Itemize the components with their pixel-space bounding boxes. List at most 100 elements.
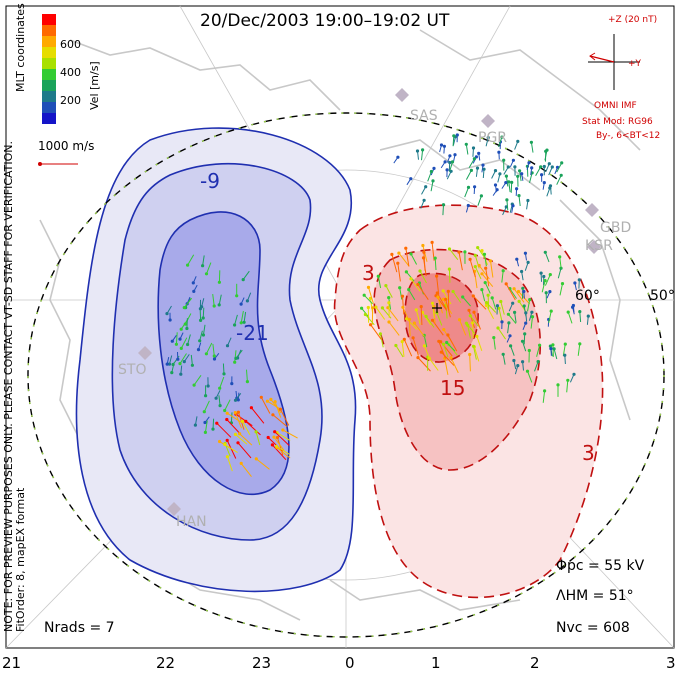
radar-stations: SAS PGR GBD KSR STO HAN	[118, 88, 631, 530]
velocity-vector	[234, 314, 238, 326]
velocity-vector	[402, 307, 411, 323]
velocity-vector	[508, 181, 511, 193]
vector-origin	[507, 180, 511, 184]
velocity-vector	[546, 291, 551, 299]
imf-y-label: +Y	[628, 59, 642, 69]
velocity-vector	[500, 301, 505, 315]
vector-origin	[230, 382, 234, 386]
velocity-vector	[464, 187, 469, 198]
vector-origin	[497, 150, 501, 154]
velocity-vector	[567, 311, 573, 324]
legend-swatch	[42, 80, 56, 91]
velocity-vector	[544, 274, 551, 286]
vector-origin	[530, 166, 534, 170]
velocity-vector	[420, 306, 423, 326]
velocity-vector	[482, 169, 485, 179]
velocity-vector	[481, 165, 484, 173]
velocity-vector	[544, 252, 550, 263]
velocity-vector	[550, 348, 552, 356]
velocity-vector	[469, 259, 476, 278]
legend-swatch	[42, 36, 56, 47]
velocity-vector	[473, 346, 477, 360]
vector-origin	[563, 342, 567, 346]
velocity-vector	[272, 444, 287, 461]
velocity-vector	[240, 310, 244, 323]
velocity-vector	[529, 172, 533, 184]
velocity-vector	[530, 316, 533, 329]
vector-origin	[464, 142, 468, 146]
velocity-vector	[462, 296, 471, 307]
velocity-vector	[187, 254, 195, 266]
velocity-vector	[234, 350, 237, 363]
vector-origin	[578, 342, 582, 346]
velocity-vector	[528, 312, 533, 321]
velocity-vector	[527, 299, 531, 312]
velocity-vector	[546, 187, 551, 197]
velocity-vector	[566, 380, 569, 393]
velocity-vector	[564, 355, 566, 365]
velocity-vector	[550, 185, 552, 195]
legend-swatch	[42, 91, 56, 102]
velocity-vector	[535, 166, 542, 177]
velocity-vector	[505, 176, 509, 187]
velocity-vector	[216, 422, 232, 438]
velocity-vector	[501, 270, 504, 283]
velocity-vector	[521, 173, 524, 181]
velocity-vector	[246, 292, 252, 302]
velocity-vector	[399, 287, 403, 300]
velocity-vector	[192, 276, 197, 284]
svg-text:SAS: SAS	[410, 108, 438, 124]
velocity-vector	[445, 299, 451, 318]
vector-origin	[549, 309, 553, 313]
stat-lambda-hm: ΛHM = 51°	[556, 588, 634, 604]
velocity-vector	[519, 170, 522, 182]
velocity-vector	[468, 158, 475, 168]
lat-label-50: 50°	[650, 288, 675, 304]
velocity-vector	[493, 337, 496, 350]
velocity-vector	[443, 344, 449, 358]
velocity-vector	[485, 137, 489, 147]
legend-tick-600: 600	[60, 38, 81, 51]
velocity-vector	[552, 344, 554, 357]
velocity-vector	[509, 288, 517, 299]
velocity-vector	[446, 171, 452, 180]
velocity-vector	[230, 412, 233, 423]
velocity-vector	[572, 305, 575, 313]
velocity-vector	[574, 282, 577, 291]
velocity-vector	[365, 314, 375, 326]
velocity-vector	[423, 252, 426, 271]
velocity-vector	[222, 363, 225, 374]
vector-origin	[511, 204, 515, 208]
velocity-vector	[282, 429, 298, 439]
velocity-vector	[187, 334, 191, 345]
potential-max-marker	[432, 303, 442, 313]
velocity-vector	[235, 392, 242, 401]
velocity-vector	[465, 205, 469, 213]
velocity-vector	[408, 289, 416, 301]
velocity-vector	[427, 171, 432, 182]
stat-phi-pc: Φpc = 55 kV	[556, 558, 645, 574]
station-han: HAN	[167, 502, 207, 530]
station-sto: STO	[118, 346, 152, 378]
velocity-vector	[559, 283, 563, 296]
svg-text:STO: STO	[118, 362, 146, 378]
vector-origin	[453, 153, 457, 157]
imf-condition: By-, 6<BT<12	[596, 131, 660, 141]
velocity-vector	[432, 320, 444, 336]
mlt-tick-21: 21	[2, 654, 21, 672]
velocity-vector	[442, 204, 444, 216]
velocity-vector	[513, 288, 525, 303]
fit-order-note: FitOrder: 8, mapEX format	[14, 487, 27, 632]
vector-origin	[542, 274, 546, 279]
velocity-vector	[447, 334, 458, 352]
velocity-vector	[473, 312, 481, 330]
pos-contour-inner	[404, 272, 479, 363]
velocity-vector	[473, 346, 480, 362]
velocity-vector	[497, 327, 507, 340]
velocity-vector	[186, 318, 188, 329]
velocity-vector	[406, 271, 415, 282]
velocity-vector	[511, 205, 514, 213]
velocity-vector	[243, 311, 247, 323]
velocity-vector	[490, 260, 494, 278]
velocity-vector	[218, 294, 222, 306]
